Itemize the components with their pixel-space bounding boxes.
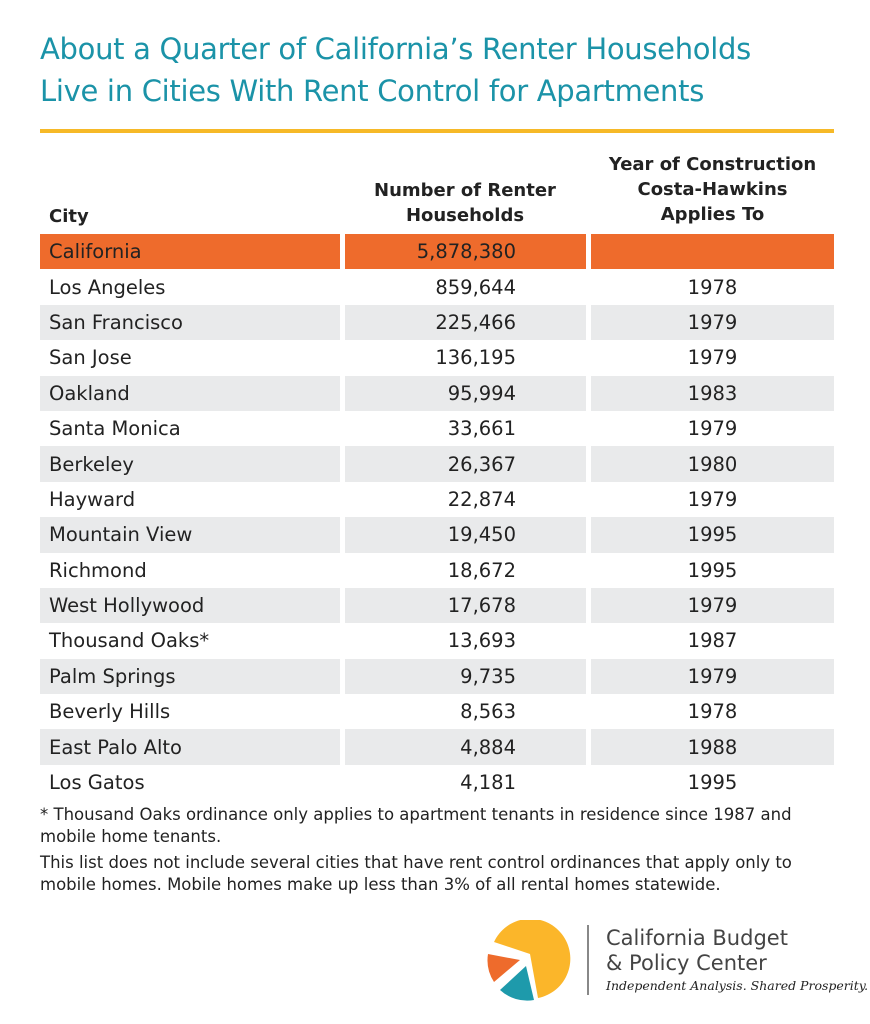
logo-yellow-segment: [494, 920, 571, 998]
table-row: Mountain View 19,450 1995: [40, 517, 834, 553]
org-name-line: California Budget: [606, 926, 788, 950]
table-row: Thousand Oaks* 13,693 1987: [40, 623, 834, 658]
year-cell: 1983: [591, 375, 834, 411]
year-cell: 1995: [591, 517, 834, 553]
logo-orange-segment: [487, 954, 520, 982]
cbpc-logo-icon: [487, 920, 571, 1001]
households-cell: 26,367: [345, 446, 586, 482]
households-cell: 17,678: [345, 587, 586, 624]
city-cell: Thousand Oaks*: [49, 629, 210, 653]
city-cell: East Palo Alto: [40, 729, 340, 765]
households-cell: 136,195: [435, 346, 516, 370]
header-households: Number of Renter Households: [345, 178, 585, 228]
header-year-line: Costa-Hawkins: [637, 179, 788, 200]
city-cell: Oakland: [40, 375, 340, 411]
city-cell: Hayward: [49, 487, 136, 511]
table-row: West Hollywood 17,678 1979: [40, 587, 834, 624]
households-cell: 859,644: [435, 275, 516, 299]
table-row: San Jose 136,195 1979: [40, 340, 834, 375]
city-cell: California: [40, 234, 340, 270]
city-cell: Mountain View: [40, 517, 340, 553]
city-cell: San Jose: [49, 346, 132, 370]
year-cell: [591, 234, 834, 270]
table-row: Los Angeles 859,644 1978: [40, 269, 834, 304]
table-row: San Francisco 225,466 1979: [40, 304, 834, 341]
households-cell: 225,466: [345, 304, 586, 341]
households-cell: 4,884: [345, 729, 586, 765]
table-row: Hayward 22,874 1979: [40, 482, 834, 517]
year-cell: 1979: [591, 658, 834, 695]
city-cell: West Hollywood: [40, 587, 340, 624]
households-cell: 8,563: [460, 700, 516, 724]
year-cell: 1988: [591, 729, 834, 765]
year-cell: 1987: [687, 629, 738, 653]
header-city: City: [49, 206, 89, 227]
year-cell: 1979: [687, 417, 738, 441]
households-cell: 95,994: [345, 375, 586, 411]
city-cell: Berkeley: [40, 446, 340, 482]
city-cell: Beverly Hills: [49, 700, 171, 724]
table-row: Palm Springs 9,735 1979: [40, 658, 834, 695]
households-cell: 13,693: [447, 629, 516, 653]
year-cell: 1979: [687, 487, 738, 511]
org-name: California Budget & Policy Center: [606, 926, 788, 976]
title-divider: [40, 129, 834, 133]
city-cell: San Francisco: [40, 304, 340, 341]
city-cell: Palm Springs: [40, 658, 340, 695]
households-cell: 18,672: [447, 558, 516, 582]
city-cell: Los Angeles: [49, 275, 166, 299]
table-row: Los Gatos 4,181 1995: [40, 765, 834, 800]
table-row: Santa Monica 33,661 1979: [40, 411, 834, 446]
page-title: About a Quarter of California’s Renter H…: [40, 28, 840, 112]
footnote: * Thousand Oaks ordinance only applies t…: [40, 805, 792, 846]
households-cell: 4,181: [460, 771, 516, 795]
city-cell: Richmond: [49, 558, 147, 582]
year-cell: 1995: [687, 771, 738, 795]
table-row: East Palo Alto 4,884 1988: [40, 729, 834, 765]
year-cell: 1979: [591, 587, 834, 624]
year-cell: 1995: [687, 558, 738, 582]
logo-divider: [587, 925, 589, 995]
title-line-1: About a Quarter of California’s Renter H…: [40, 32, 751, 66]
year-cell: 1980: [591, 446, 834, 482]
note: This list does not include several citie…: [40, 853, 792, 894]
header-year: Year of Construction Costa-Hawkins Appli…: [591, 152, 834, 227]
rent-control-table: California 5,878,380 Los Angeles 859,644 197…: [40, 234, 834, 800]
tagline: Independent Analysis. Shared Prosperity.: [606, 978, 869, 993]
table-row: Berkeley 26,367 1980: [40, 446, 834, 482]
title-line-2: Live in Cities With Rent Control for Apa…: [40, 74, 705, 108]
year-cell: 1979: [591, 304, 834, 341]
logo-teal-segment: [500, 966, 534, 1001]
header-year-line: Applies To: [660, 204, 765, 225]
header-households-line: Households: [405, 205, 525, 226]
org-name-line: & Policy Center: [606, 951, 767, 975]
table-row: Beverly Hills 8,563 1978: [40, 694, 834, 729]
households-cell: 19,450: [345, 517, 586, 553]
table-row: Richmond 18,672 1995: [40, 553, 834, 588]
year-cell: 1979: [687, 346, 738, 370]
city-cell: Santa Monica: [49, 417, 181, 441]
households-cell: 33,661: [447, 417, 516, 441]
households-cell: 5,878,380: [345, 234, 586, 270]
households-cell: 22,874: [447, 487, 516, 511]
city-cell: Los Gatos: [49, 771, 145, 795]
header-households-line: Number of Renter: [374, 180, 556, 201]
year-cell: 1978: [687, 275, 738, 299]
year-cell: 1978: [687, 700, 738, 724]
households-cell: 9,735: [345, 658, 586, 695]
table-row-total: California 5,878,380: [40, 234, 834, 270]
header-year-line: Year of Construction: [608, 154, 817, 175]
table-row: Oakland 95,994 1983: [40, 375, 834, 411]
